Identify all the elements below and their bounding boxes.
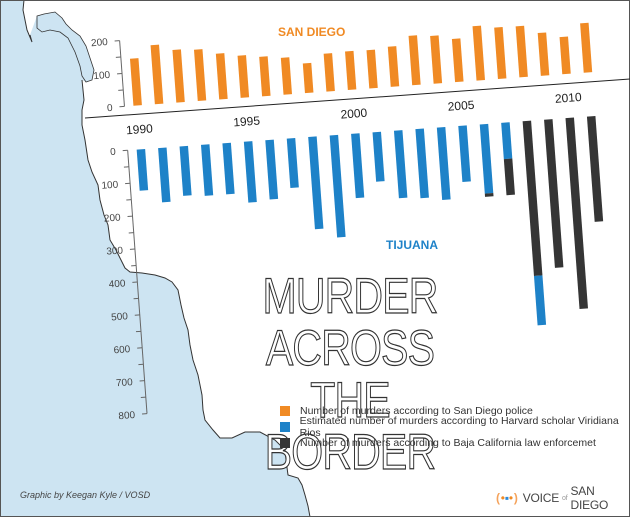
logo-of: of: [562, 494, 568, 502]
tijuana-label: TIJUANA: [386, 238, 439, 252]
axis-tick-label: 200: [91, 37, 109, 49]
year-label: 2005: [447, 98, 475, 114]
san-diego-bar: [472, 25, 485, 81]
legend-item-san-diego: Number of murders according to San Diego…: [280, 403, 630, 419]
axis-tick-label: 0: [107, 103, 114, 114]
axis-tick-label: 100: [101, 180, 119, 192]
rios-bar: [458, 125, 471, 182]
legend-label: Number of murders according to Baja Cali…: [300, 437, 596, 449]
rios-bar: [436, 126, 451, 201]
axis-tick-label: 0: [110, 147, 117, 158]
ocean: [0, 0, 310, 517]
san-diego-bar: [280, 57, 293, 95]
blue-swatch-icon: [280, 422, 290, 432]
rios-bar: [393, 130, 408, 199]
san-diego-y-axis: 0 100 200: [91, 37, 125, 114]
baja-bar: [484, 192, 494, 197]
rios-bar: [158, 147, 171, 203]
baja-bar: [522, 120, 543, 276]
san-diego-bar: [387, 46, 400, 87]
logo-paren-left: (: [496, 491, 500, 505]
san-diego-bar: [172, 49, 185, 103]
year-label: 1995: [233, 114, 261, 130]
rios-bar: [136, 149, 149, 191]
rios-bar: [329, 134, 346, 238]
san-diego-bar: [259, 56, 271, 97]
axis-tick-label: 800: [118, 410, 136, 422]
san-diego-bar: [451, 38, 464, 83]
baja-bar: [544, 119, 564, 268]
san-diego-bar: [237, 55, 250, 98]
san-diego-bar: [494, 27, 507, 79]
year-labels: 1990 1995 2000 2005 2010: [126, 90, 583, 137]
san-diego-bar: [559, 36, 571, 75]
axis-tick-label: 200: [104, 212, 122, 224]
broadcast-dots-icon: •▪•: [500, 491, 513, 505]
year-label: 2010: [554, 90, 582, 106]
san-diego-bars: [129, 22, 593, 106]
coastline: [22, 0, 311, 517]
san-diego-bar: [366, 49, 378, 89]
page-title: MURDER ACROSS THE BORDER: [223, 268, 477, 480]
rios-bar: [415, 128, 429, 199]
title-line-2: THE BORDER: [264, 372, 436, 480]
san-diego-bay: [36, 11, 95, 83]
rios-bar: [479, 123, 494, 194]
tijuana-y-axis: 0 100 200 300 400 500 600 700 800: [101, 147, 148, 422]
rios-bar: [308, 136, 324, 230]
san-diego-label: SAN DIEGO: [278, 25, 346, 39]
rios-bar: [200, 144, 214, 196]
year-label: 2000: [340, 106, 368, 122]
rios-bar: [179, 145, 192, 196]
rios-bar: [351, 133, 365, 199]
san-diego-bar: [215, 53, 228, 100]
chart-group: 0 100 200 1990 1995 2000 2005 2010 0 100 200 300 4…: [91, 22, 604, 422]
san-diego-bar: [430, 35, 443, 84]
rios-bar: [501, 122, 513, 160]
san-diego-bar: [537, 32, 550, 76]
san-diego-bar: [345, 50, 357, 91]
legend-item-baja: Number of murders according to Baja Cali…: [280, 435, 630, 451]
san-diego-bar: [150, 44, 164, 105]
rios-bar: [286, 138, 299, 188]
tijuana-bars: [136, 115, 604, 326]
san-diego-bar: [323, 53, 335, 92]
axis-tick-label: 600: [113, 344, 131, 356]
voice-of-san-diego-logo: ( •▪• ) VOICE of SAN DIEGO: [495, 484, 630, 512]
logo-voice: VOICE: [522, 491, 560, 505]
san-diego-bar: [302, 62, 314, 94]
san-diego-bar: [408, 35, 421, 86]
logo-paren-right: ): [513, 491, 518, 505]
legend: Number of murders according to San Diego…: [280, 403, 630, 451]
rios-bar: [372, 131, 385, 182]
legend-item-rios: Estimated number of murders according to…: [280, 415, 630, 439]
san-diego-bar: [129, 58, 142, 106]
orange-swatch-icon: [280, 406, 290, 416]
rios-bar: [265, 139, 279, 200]
rios-bar: [533, 275, 547, 326]
axis-tick-label: 100: [93, 70, 111, 82]
san-diego-bar: [515, 25, 528, 78]
year-label: 1990: [126, 121, 154, 137]
dark-swatch-icon: [280, 438, 290, 448]
rios-bar: [222, 142, 235, 195]
axis-tick-label: 300: [106, 245, 124, 257]
logo-name: SAN DIEGO: [570, 484, 609, 512]
legend-label: Number of murders according to San Diego…: [300, 405, 533, 417]
rios-bar: [243, 141, 257, 203]
san-diego-bar: [193, 49, 207, 102]
axis-tick-label: 400: [108, 278, 126, 290]
border-divider-line: [84, 78, 630, 119]
baja-bar: [586, 115, 604, 222]
axis-tick-label: 700: [116, 377, 134, 389]
legend-label: Estimated number of murders according to…: [299, 415, 619, 439]
san-diego-bar: [580, 22, 593, 73]
credit: Graphic by Keegan Kyle / VOSD: [20, 490, 151, 500]
axis-tick-label: 500: [111, 311, 129, 323]
baja-bar: [503, 158, 515, 196]
baja-bar: [565, 117, 588, 310]
title-line-1: MURDER ACROSS: [262, 268, 439, 376]
